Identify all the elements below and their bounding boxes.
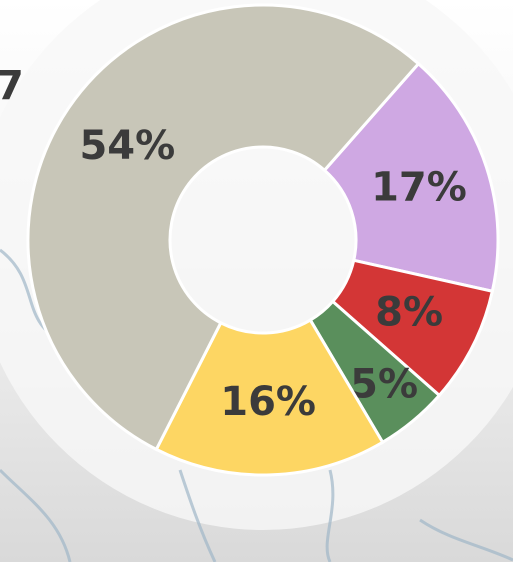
value-label: 54% [79,123,175,169]
value-label: 8% [375,289,443,335]
map-rivers [0,248,513,562]
value-label: 5% [350,361,418,407]
chart-title: 7 [0,63,24,109]
donut-segment [154,317,385,477]
value-label: 17% [371,164,467,210]
value-label: 16% [220,379,316,425]
donut-segment [322,61,500,294]
donut: 17% 8% 5% 16% 54% [26,3,500,477]
donut-segment [26,3,421,452]
